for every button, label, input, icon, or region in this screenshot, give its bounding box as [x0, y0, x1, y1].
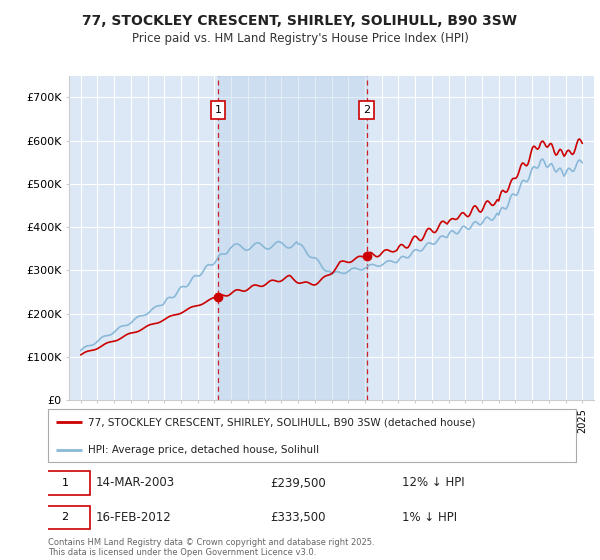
Text: 1: 1 [61, 478, 68, 488]
FancyBboxPatch shape [40, 506, 90, 529]
Text: £333,500: £333,500 [270, 511, 325, 524]
Text: HPI: Average price, detached house, Solihull: HPI: Average price, detached house, Soli… [88, 445, 319, 455]
Text: 16-FEB-2012: 16-FEB-2012 [95, 511, 171, 524]
FancyBboxPatch shape [40, 472, 90, 494]
Text: Contains HM Land Registry data © Crown copyright and database right 2025.
This d: Contains HM Land Registry data © Crown c… [48, 538, 374, 557]
Text: Price paid vs. HM Land Registry's House Price Index (HPI): Price paid vs. HM Land Registry's House … [131, 32, 469, 45]
Text: 1% ↓ HPI: 1% ↓ HPI [402, 511, 457, 524]
Text: 2: 2 [364, 105, 371, 115]
Bar [218, 76, 367, 400]
FancyBboxPatch shape [48, 409, 576, 462]
Text: 14-MAR-2003: 14-MAR-2003 [95, 477, 175, 489]
Text: 77, STOCKLEY CRESCENT, SHIRLEY, SOLIHULL, B90 3SW: 77, STOCKLEY CRESCENT, SHIRLEY, SOLIHULL… [83, 14, 517, 28]
Text: 12% ↓ HPI: 12% ↓ HPI [402, 477, 464, 489]
Text: 1: 1 [214, 105, 221, 115]
Text: 2: 2 [61, 512, 68, 522]
Text: £239,500: £239,500 [270, 477, 326, 489]
Text: 77, STOCKLEY CRESCENT, SHIRLEY, SOLIHULL, B90 3SW (detached house): 77, STOCKLEY CRESCENT, SHIRLEY, SOLIHULL… [88, 417, 475, 427]
